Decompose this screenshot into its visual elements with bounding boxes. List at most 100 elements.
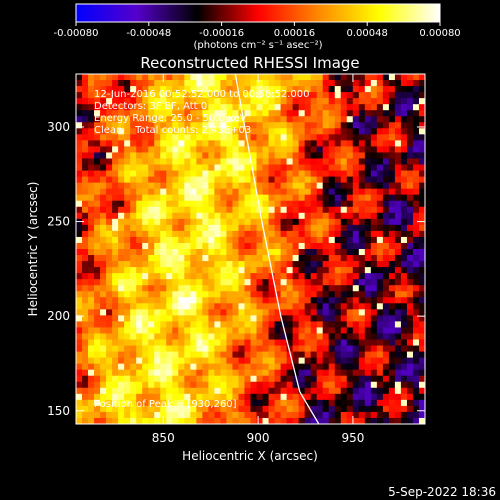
heatmap-pixel: [238, 230, 246, 238]
heatmap-pixel: [310, 405, 318, 413]
heatmap-pixel: [214, 309, 222, 316]
heatmap-pixel: [328, 255, 336, 262]
heatmap-pixel: [136, 194, 143, 202]
heatmap-pixel: [382, 134, 390, 141]
heatmap-pixel: [316, 164, 324, 172]
heatmap-pixel: [346, 128, 354, 135]
heatmap-pixel: [220, 291, 228, 298]
heatmap-pixel: [280, 291, 288, 298]
heatmap-pixel: [352, 110, 360, 117]
heatmap-pixel: [238, 363, 246, 371]
heatmap-pixel: [364, 261, 372, 268]
heatmap-pixel: [280, 393, 288, 401]
heatmap-pixel: [376, 399, 384, 407]
heatmap-pixel: [298, 273, 306, 280]
heatmap-pixel: [250, 80, 258, 87]
heatmap-pixel: [328, 369, 336, 377]
heatmap-pixel: [304, 188, 312, 196]
heatmap-pixel: [220, 387, 228, 395]
heatmap-pixel: [400, 104, 408, 111]
heatmap-pixel: [298, 116, 306, 123]
heatmap-pixel: [394, 212, 402, 220]
heatmap-pixel: [130, 327, 137, 335]
heatmap-pixel: [154, 86, 161, 93]
heatmap-pixel: [250, 158, 258, 166]
heatmap-pixel: [172, 122, 179, 129]
heatmap-pixel: [352, 86, 360, 93]
heatmap-pixel: [124, 309, 131, 316]
heatmap-pixel: [280, 351, 288, 359]
heatmap-pixel: [286, 261, 294, 268]
heatmap-pixel: [370, 104, 378, 111]
heatmap-pixel: [166, 411, 173, 419]
heatmap-pixel: [412, 387, 420, 395]
heatmap-pixel: [100, 92, 107, 99]
heatmap-pixel: [148, 122, 155, 129]
heatmap-pixel: [262, 110, 270, 117]
heatmap-pixel: [142, 122, 149, 129]
heatmap-pixel: [148, 369, 155, 377]
heatmap-pixel: [184, 333, 191, 341]
heatmap-pixel: [130, 261, 137, 268]
heatmap-pixel: [118, 297, 125, 304]
heatmap-pixel: [196, 345, 203, 353]
heatmap-pixel: [112, 128, 119, 135]
heatmap-pixel: [370, 218, 378, 226]
heatmap-pixel: [406, 285, 414, 292]
heatmap-pixel: [88, 134, 95, 141]
heatmap-pixel: [220, 393, 228, 401]
heatmap-pixel: [232, 230, 240, 238]
heatmap-pixel: [322, 128, 330, 135]
heatmap-pixel: [256, 267, 264, 274]
heatmap-pixel: [316, 86, 324, 93]
heatmap-pixel: [274, 224, 282, 232]
heatmap-pixel: [310, 357, 318, 365]
heatmap-pixel: [352, 188, 360, 196]
heatmap-pixel: [322, 351, 330, 359]
heatmap-pixel: [406, 417, 414, 424]
heatmap-pixel: [382, 309, 390, 316]
heatmap-pixel: [190, 182, 197, 190]
heatmap-pixel: [136, 381, 143, 389]
heatmap-pixel: [412, 333, 420, 341]
heatmap-pixel: [400, 339, 408, 347]
heatmap-pixel: [154, 146, 161, 154]
heatmap-pixel: [370, 122, 378, 129]
heatmap-pixel: [340, 417, 348, 424]
heatmap-pixel: [220, 399, 228, 407]
heatmap-pixel: [190, 255, 197, 262]
heatmap-pixel: [352, 176, 360, 184]
heatmap-pixel: [196, 116, 203, 123]
heatmap-pixel: [190, 327, 197, 335]
heatmap-pixel: [178, 116, 185, 123]
heatmap-pixel: [208, 333, 215, 341]
heatmap-pixel: [202, 369, 209, 377]
heatmap-pixel: [118, 279, 125, 286]
heatmap-pixel: [202, 236, 209, 244]
heatmap-pixel: [412, 309, 420, 316]
heatmap-pixel: [310, 230, 318, 238]
heatmap-pixel: [370, 194, 378, 202]
heatmap-pixel: [352, 122, 360, 129]
heatmap-pixel: [376, 98, 384, 105]
heatmap-pixel: [94, 375, 101, 383]
heatmap-pixel: [376, 116, 384, 123]
heatmap-pixel: [394, 411, 402, 419]
heatmap-pixel: [160, 273, 167, 280]
colorbar-tick-label: -0.00048: [126, 28, 171, 39]
heatmap-pixel: [310, 110, 318, 117]
heatmap-pixel: [400, 158, 408, 166]
heatmap-pixel: [214, 158, 222, 166]
heatmap-pixel: [226, 309, 234, 316]
heatmap-pixel: [166, 158, 173, 166]
heatmap-pixel: [100, 345, 107, 353]
heatmap-pixel: [274, 279, 282, 286]
heatmap-pixel: [364, 321, 372, 329]
heatmap-pixel: [358, 291, 366, 298]
heatmap-pixel: [244, 104, 252, 111]
heatmap-pixel: [310, 285, 318, 292]
heatmap-pixel: [244, 230, 252, 238]
heatmap-pixel: [76, 230, 83, 238]
heatmap-pixel: [364, 285, 372, 292]
heatmap-pixel: [118, 122, 125, 129]
